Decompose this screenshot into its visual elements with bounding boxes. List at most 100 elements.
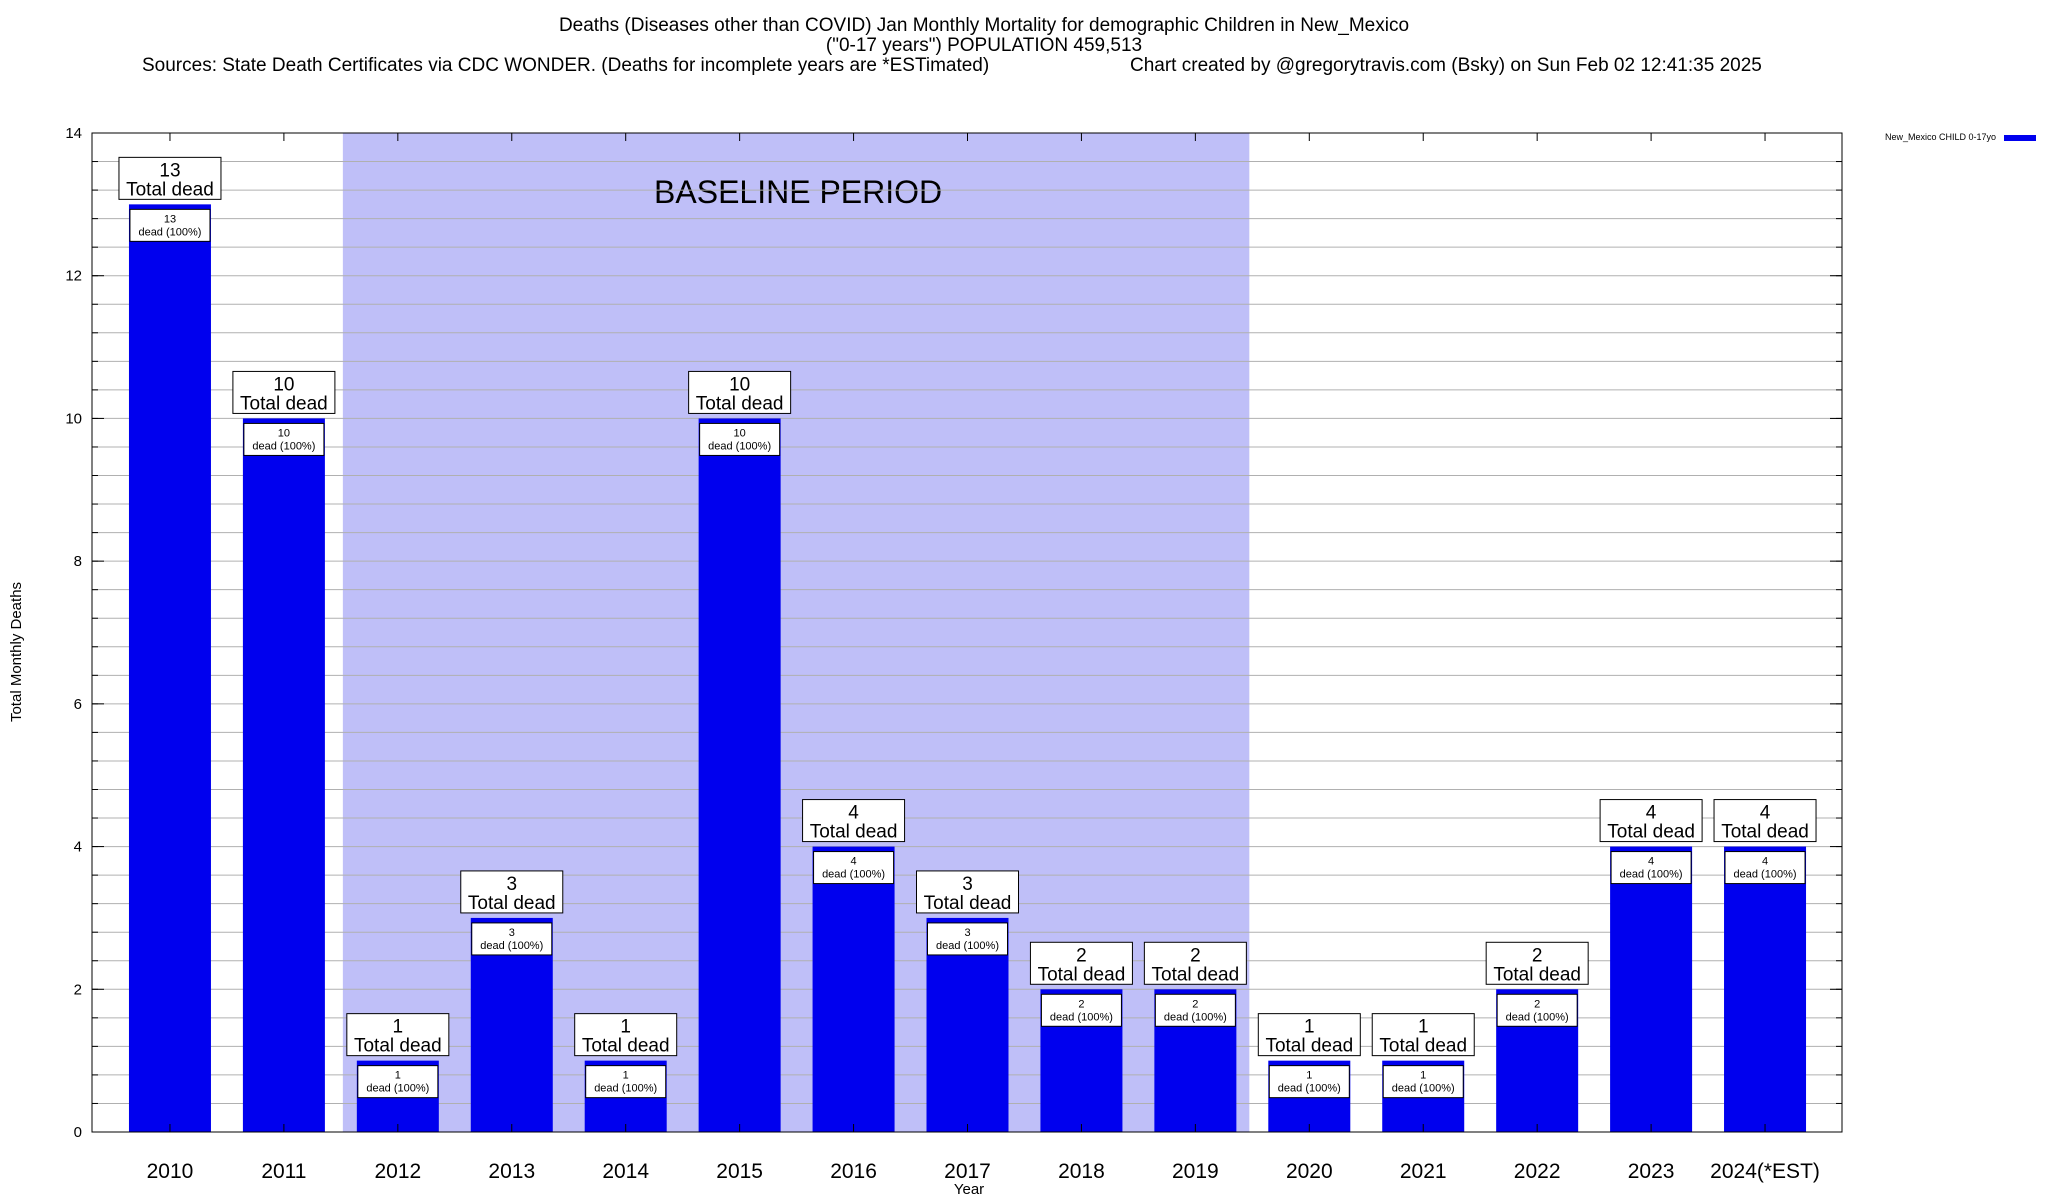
bar-inner-label-box [1724, 851, 1806, 885]
bar-total-value: 4 [848, 803, 859, 824]
bar-total-label: Total dead [1152, 964, 1240, 985]
bar-total-value: 1 [393, 1017, 404, 1038]
bar-inner-label-box [1496, 993, 1578, 1027]
bar-inner-value: 2 [1534, 998, 1540, 1010]
bar-total-label: Total dead [1038, 964, 1126, 985]
bar-total-label-box [346, 1013, 450, 1057]
chart-subtitle: ("0-17 years") POPULATION 459,513 [826, 35, 1142, 56]
bar-total-value: 1 [1418, 1017, 1429, 1038]
bar-inner-label: dead (100%) [480, 940, 543, 952]
bar-total-value: 10 [729, 374, 750, 395]
bar-total-label: Total dead [354, 1036, 442, 1057]
bar-inner-label: dead (100%) [1506, 1011, 1569, 1023]
bar-inner-label: dead (100%) [708, 440, 771, 452]
bar-total-label: Total dead [582, 1036, 670, 1057]
bar-inner-label-box [129, 208, 211, 242]
bar-inner-value: 2 [1192, 998, 1198, 1010]
bar-total-value: 1 [620, 1017, 631, 1038]
bar-total-label-box [916, 870, 1019, 914]
bar-inner-label-box [243, 422, 325, 456]
bar-total-value: 4 [1646, 803, 1657, 824]
y-tick-label: 8 [74, 553, 82, 570]
bar [1610, 846, 1693, 1132]
bar-inner-label: dead (100%) [1734, 869, 1797, 881]
x-tick-label: 2020 [1286, 1160, 1333, 1183]
x-tick-label: 2010 [147, 1160, 194, 1183]
bar-inner-label-box [1610, 851, 1692, 885]
bar-inner-label: dead (100%) [1620, 869, 1683, 881]
bar-total-label: Total dead [1721, 822, 1809, 843]
bar-total-label-box [232, 370, 336, 414]
chart-credit: Chart created by @gregorytravis.com (Bsk… [1130, 55, 1762, 76]
x-tick-label: 2019 [1172, 1160, 1219, 1183]
x-tick-label: 2021 [1400, 1160, 1447, 1183]
bar-total-label: Total dead [240, 393, 328, 414]
bar-inner-label-box [1382, 1065, 1464, 1099]
bar-inner-label-box [699, 422, 781, 456]
x-tick-label: 2015 [716, 1160, 763, 1183]
bar-inner-label: dead (100%) [252, 440, 315, 452]
bar-inner-label-box [471, 922, 553, 956]
bar-inner-label: dead (100%) [936, 940, 999, 952]
bar-total-label: Total dead [1379, 1036, 1467, 1057]
bar-inner-value: 3 [509, 927, 515, 939]
bar-inner-label: dead (100%) [138, 226, 201, 238]
bar-inner-label-box [585, 1065, 667, 1099]
x-axis: 2010 2011 2012 2013 2014 2015 2016 2017 2018 2019… [147, 133, 1820, 1183]
bar [698, 418, 781, 1132]
x-tick-label: 2022 [1514, 1160, 1561, 1183]
bar-inner-label-box [813, 851, 895, 885]
bar-inner-value: 4 [851, 856, 857, 868]
x-tick-label: 2016 [830, 1160, 877, 1183]
bar-total-label: Total dead [696, 393, 784, 414]
x-tick-label: 2014 [602, 1160, 649, 1183]
bar-total-label-box [574, 1013, 678, 1057]
bar-total-label-box [1713, 799, 1817, 843]
y-tick-label: 12 [65, 268, 82, 285]
bar-total-label: Total dead [468, 893, 556, 914]
x-tick-label: 2017 [944, 1160, 991, 1183]
bar-total-value: 2 [1076, 945, 1087, 966]
bar-inner-label-box [357, 1065, 439, 1099]
bar-inner-label-box [927, 922, 1008, 956]
bar-total-value: 4 [1760, 803, 1771, 824]
bar-inner-value: 10 [278, 427, 290, 439]
y-tick-label: 6 [74, 696, 82, 713]
legend-label: New_Mexico CHILD 0-17yo [1885, 132, 1996, 142]
bar-inner-value: 3 [964, 927, 970, 939]
bar-inner-label: dead (100%) [366, 1083, 429, 1095]
bar-inner-value: 1 [623, 1070, 629, 1082]
bar-total-label-box [1143, 941, 1247, 985]
legend-swatch [2004, 135, 2036, 141]
x-tick-label: 2013 [488, 1160, 535, 1183]
bar-total-value: 3 [962, 874, 973, 895]
bar-total-label: Total dead [924, 893, 1012, 914]
legend: New_Mexico CHILD 0-17yo [1885, 132, 2036, 142]
bar-inner-label: dead (100%) [822, 869, 885, 881]
bar-inner-label: dead (100%) [1278, 1083, 1341, 1095]
bar-inner-value: 1 [395, 1070, 401, 1082]
bar [1724, 846, 1807, 1132]
bar-inner-label-box [1040, 993, 1122, 1027]
bar-total-value: 13 [159, 160, 180, 181]
x-tick-label: 2023 [1628, 1160, 1675, 1183]
chart-source: Sources: State Death Certificates via CD… [142, 55, 989, 76]
bar-total-label-box [1485, 941, 1589, 985]
bar-total-label-box [1371, 1013, 1475, 1057]
x-tick-label: 2024(*EST) [1710, 1160, 1820, 1183]
bar-inner-value: 4 [1648, 856, 1654, 868]
bar-total-label-box [1257, 1013, 1361, 1057]
bar-total-label-box [802, 799, 906, 843]
y-tick-label: 14 [65, 125, 82, 142]
